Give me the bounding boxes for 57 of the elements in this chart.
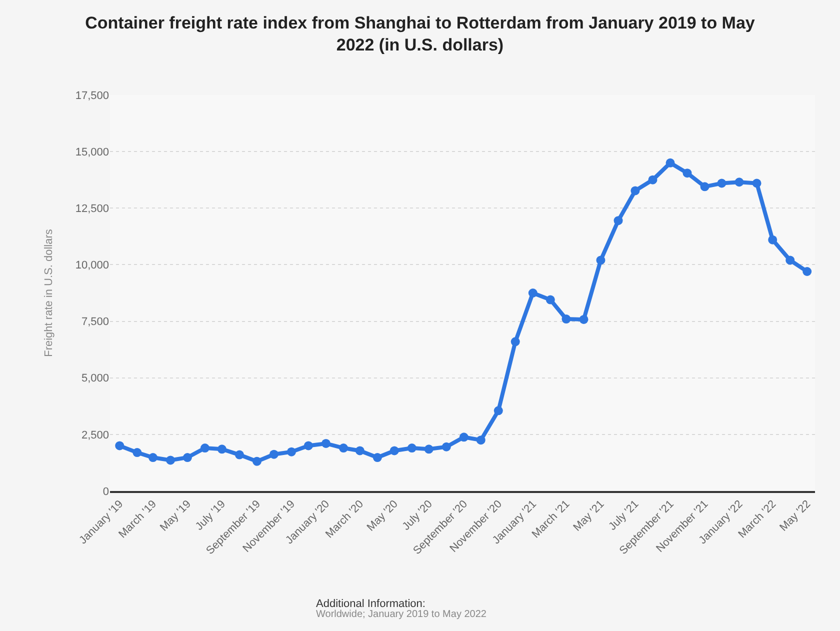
point — [217, 444, 226, 454]
x-tick-label: May '22 — [778, 498, 814, 534]
point — [630, 186, 640, 196]
point — [286, 447, 296, 456]
y-tick-label: 2,500 — [81, 429, 109, 442]
point — [459, 432, 468, 442]
point — [442, 442, 451, 452]
point — [666, 158, 675, 168]
x-tick-label: May '21 — [571, 498, 607, 534]
point — [700, 182, 710, 192]
y-tick-label: 17,500 — [75, 90, 109, 102]
text: Worldwide; January 2019 to May 2022 — [316, 609, 487, 620]
point — [786, 256, 795, 265]
y-tick-label: 0 — [102, 486, 109, 498]
point — [510, 337, 520, 346]
point — [407, 444, 416, 453]
point — [148, 453, 158, 462]
y-tick-label: 12,500 — [75, 202, 109, 215]
y-axis-title: Freight rate in U.S. dollars — [42, 228, 55, 357]
point — [372, 453, 382, 462]
point — [355, 446, 364, 456]
point — [614, 216, 623, 226]
point — [562, 314, 571, 324]
point — [596, 256, 606, 265]
point — [166, 456, 175, 465]
point — [424, 444, 434, 454]
point — [802, 267, 812, 276]
x-tick-label: May '19 — [158, 498, 194, 534]
x-tick-label: May '20 — [364, 498, 400, 534]
point — [717, 178, 726, 188]
point — [734, 178, 744, 187]
point — [321, 438, 330, 448]
point — [338, 444, 348, 453]
point — [752, 178, 762, 188]
point — [252, 456, 262, 466]
point — [579, 314, 588, 324]
y-tick-label: 10,000 — [75, 260, 109, 272]
point — [528, 288, 538, 298]
point — [182, 453, 192, 462]
point — [494, 406, 503, 416]
point — [648, 175, 658, 184]
point — [476, 436, 486, 445]
y-tick-label: 7,500 — [81, 316, 109, 328]
point — [390, 446, 399, 456]
point — [132, 448, 142, 458]
text: Additional Information: — [316, 598, 426, 610]
point — [546, 295, 555, 304]
chart-title: Container freight rate index from Shanghai to Rotterdam from January 2019 to May 2022 (in U.S. dollars) — [85, 13, 756, 54]
y-tick-label: 15,000 — [75, 146, 109, 158]
point — [768, 235, 778, 244]
point — [200, 444, 210, 453]
point — [269, 450, 278, 459]
point — [682, 168, 692, 178]
point — [234, 450, 244, 460]
point — [304, 441, 313, 450]
point — [115, 441, 124, 450]
y-tick-label: 5,000 — [81, 372, 109, 385]
